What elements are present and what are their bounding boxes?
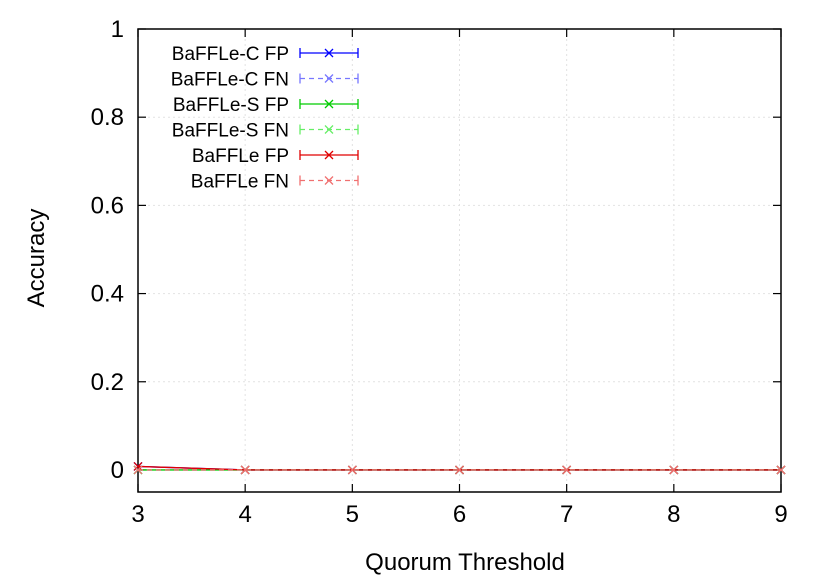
legend-marker <box>324 99 334 109</box>
x-axis-label: Quorum Threshold <box>365 549 565 576</box>
y-tick-label: 0.2 <box>91 369 124 396</box>
data-point <box>133 461 143 471</box>
legend-marker <box>324 48 334 58</box>
x-tick-label: 8 <box>667 501 680 528</box>
legend: BaFFLe-C FP BaFFLe-C FN BaFFLe-S FP BaFFLe-… <box>171 44 359 193</box>
legend-marker <box>324 125 334 134</box>
legend-label: BaFFLe FN <box>191 172 289 193</box>
legend-entry: BaFFLe FN <box>191 172 359 193</box>
legend-entry: BaFFLe-S FP <box>173 95 359 116</box>
x-tick-label: 6 <box>453 501 466 528</box>
legend-entry: BaFFLe FP <box>192 146 359 167</box>
x-tick-label: 3 <box>131 501 144 528</box>
data-point <box>133 465 143 475</box>
legend-entry: BaFFLe-C FN <box>171 70 359 91</box>
data-point <box>776 465 786 475</box>
legend-marker <box>324 176 334 185</box>
series-5 <box>133 465 786 475</box>
x-tick-label: 7 <box>560 501 573 528</box>
legend-label: BaFFLe-C FP <box>172 44 289 65</box>
axis-ticks: 3 4 5 6 7 8 9 0 0.2 0.4 0.6 0.8 1 <box>91 16 788 528</box>
x-tick-label: 5 <box>346 501 359 528</box>
legend-label: BaFFLe FP <box>192 146 289 167</box>
legend-label: BaFFLe-S FP <box>173 95 289 116</box>
legend-marker <box>324 74 334 83</box>
legend-label: BaFFLe-S FN <box>172 121 289 142</box>
legend-label: BaFFLe-C FN <box>171 70 289 91</box>
x-tick-label: 9 <box>774 501 787 528</box>
x-tick-label: 4 <box>238 501 251 528</box>
legend-entry: BaFFLe-S FN <box>172 121 359 142</box>
data-point <box>347 465 357 475</box>
data-point <box>455 465 464 475</box>
y-tick-label: 1 <box>111 16 124 43</box>
y-tick-label: 0.4 <box>91 281 124 308</box>
series-layer <box>133 461 786 475</box>
data-point <box>562 465 572 475</box>
y-tick-label: 0.8 <box>91 104 124 131</box>
y-tick-label: 0 <box>111 457 124 484</box>
legend-entry: BaFFLe-C FP <box>172 44 359 65</box>
y-tick-label: 0.6 <box>91 192 124 219</box>
data-point <box>240 465 250 475</box>
data-point <box>669 465 679 475</box>
legend-marker <box>324 150 334 160</box>
y-axis-label: Accuracy <box>23 209 50 308</box>
